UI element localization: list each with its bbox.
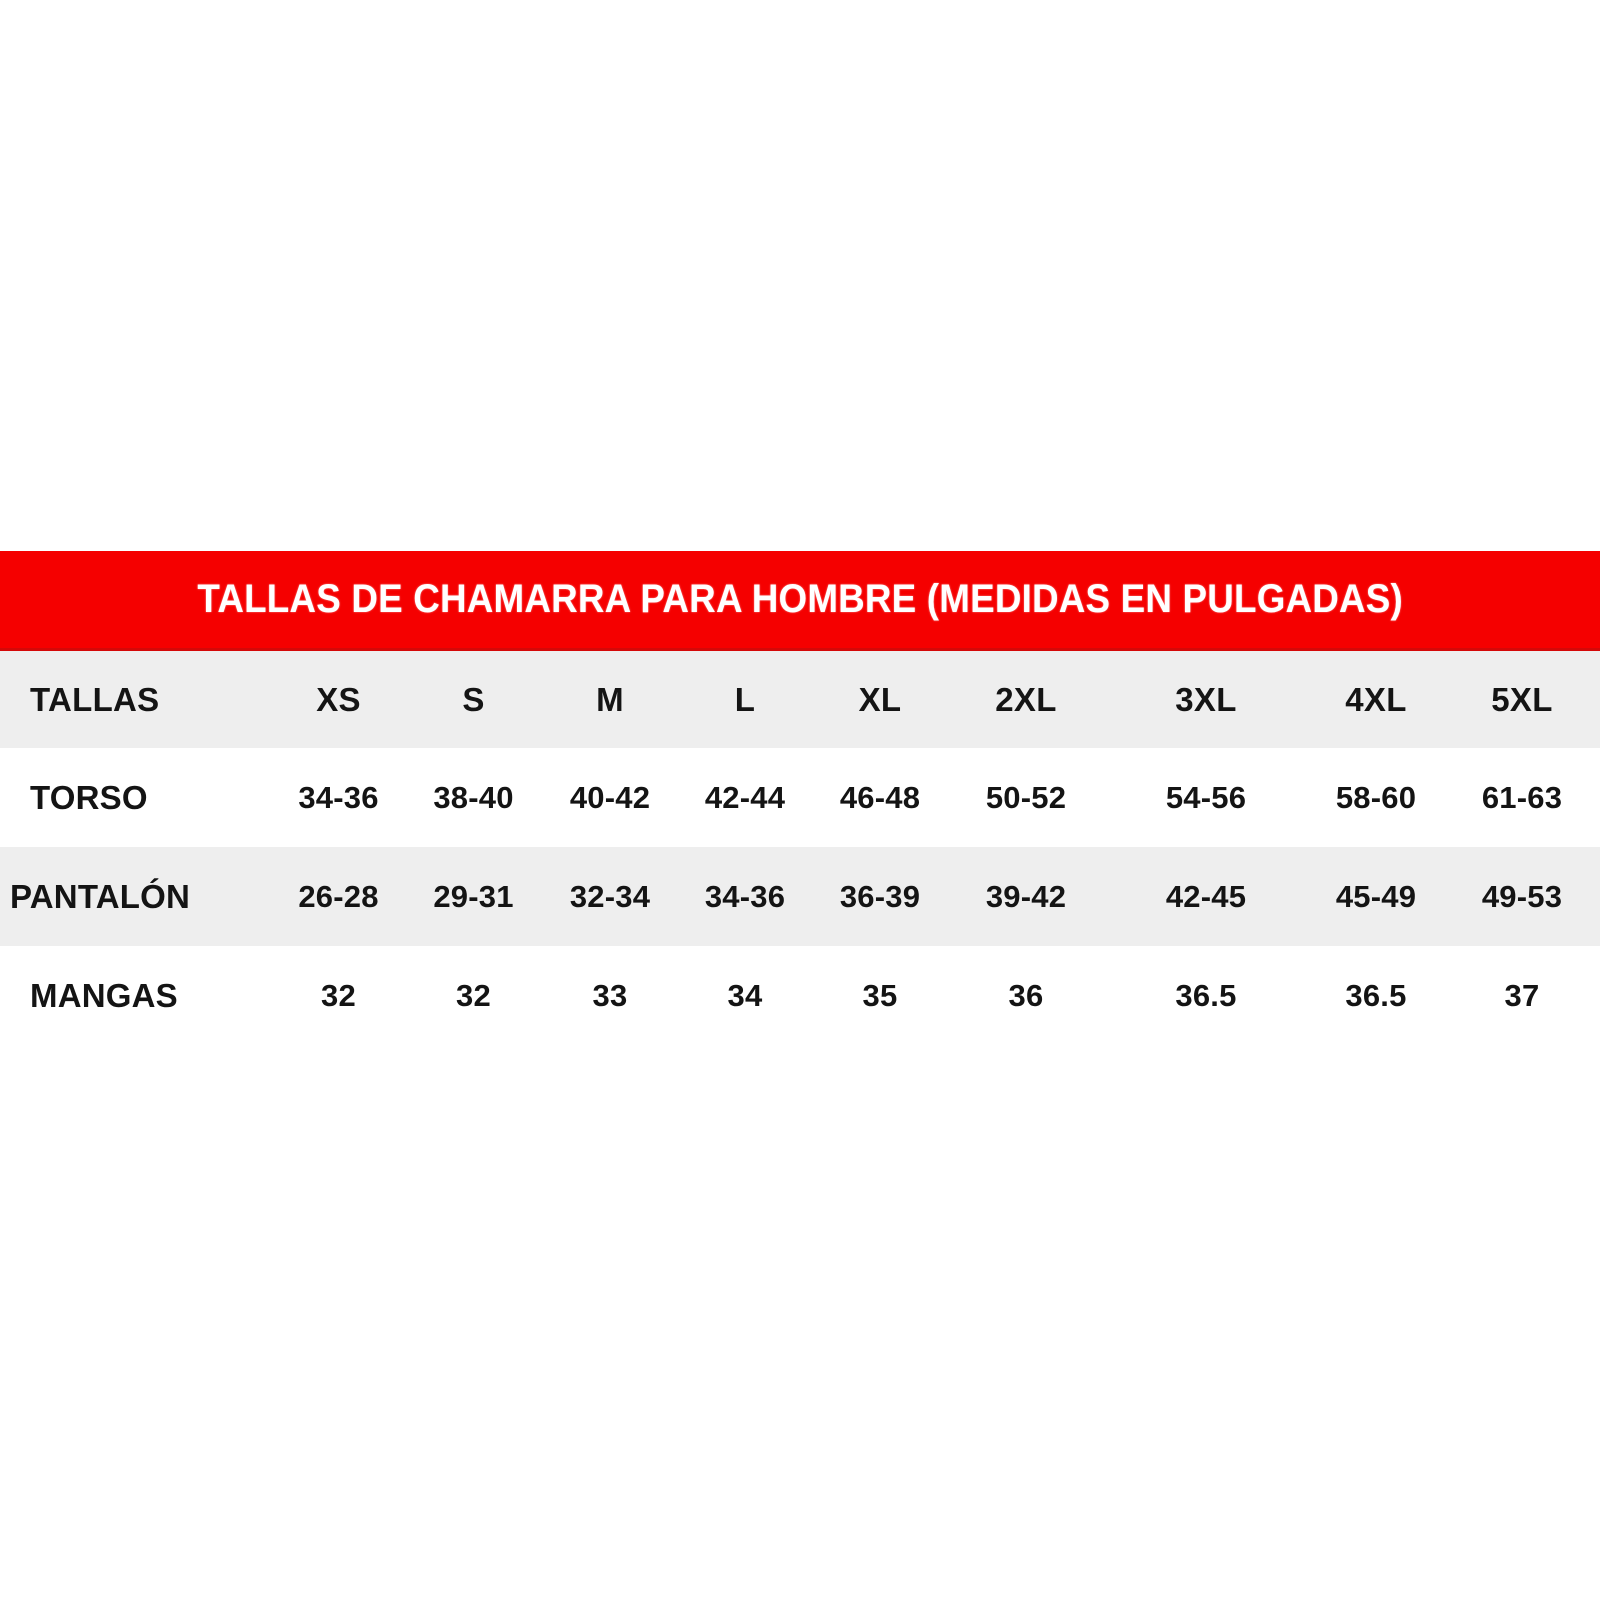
- cell-pantalon-4xl: 45-49: [1335, 878, 1417, 914]
- cell-pantalon-xl: 36-39: [839, 878, 921, 914]
- column-header-s: S: [462, 680, 485, 718]
- column-header-xs: XS: [316, 680, 361, 718]
- cell-torso-m: 40-42: [569, 779, 651, 815]
- cell-mangas-s: 32: [456, 977, 491, 1013]
- table-header-row: TALLAS XS S M L XL 2XL 3XL 4XL 5XL: [0, 651, 1600, 748]
- cell-mangas-l: 34: [727, 977, 763, 1013]
- cell-torso-l: 42-44: [704, 779, 786, 815]
- table-row-mangas: MANGAS 32 32 33 34 35 36 36.5 36.5 37: [0, 946, 1600, 1045]
- cell-pantalon-2xl: 39-42: [985, 878, 1067, 914]
- cell-mangas-3xl: 36.5: [1175, 977, 1237, 1013]
- table-row-pantalon: PANTALÓN 26-28 29-31 32-34 34-36 36-39 3…: [0, 847, 1600, 946]
- row-label-mangas: MANGAS: [30, 976, 178, 1014]
- cell-mangas-5xl: 37: [1504, 977, 1540, 1013]
- cell-mangas-xs: 32: [321, 977, 356, 1013]
- column-header-tallas: TALLAS: [30, 680, 160, 718]
- column-header-l: L: [734, 680, 756, 718]
- row-label-torso: TORSO: [30, 778, 148, 816]
- chart-title-banner: TALLAS DE CHAMARRA PARA HOMBRE (MEDIDAS …: [0, 551, 1600, 651]
- cell-pantalon-l: 34-36: [704, 878, 786, 914]
- column-header-3xl: 3XL: [1175, 680, 1237, 718]
- cell-mangas-4xl: 36.5: [1345, 977, 1407, 1013]
- row-label-pantalon: PANTALÓN: [10, 877, 191, 915]
- cell-pantalon-s: 29-31: [433, 878, 514, 914]
- cell-pantalon-xs: 26-28: [298, 878, 379, 914]
- cell-pantalon-3xl: 42-45: [1165, 878, 1247, 914]
- column-header-5xl: 5XL: [1491, 680, 1553, 718]
- cell-torso-5xl: 61-63: [1481, 779, 1563, 815]
- size-chart-table: TALLAS XS S M L XL 2XL 3XL 4XL 5XL TORSO…: [0, 651, 1600, 1045]
- cell-mangas-m: 33: [592, 977, 628, 1013]
- column-header-4xl: 4XL: [1345, 680, 1407, 718]
- column-header-m: M: [596, 680, 624, 718]
- page-title: TALLAS DE CHAMARRA PARA HOMBRE (MEDIDAS …: [197, 577, 1403, 621]
- cell-torso-xl: 46-48: [839, 779, 921, 815]
- size-chart: TALLAS DE CHAMARRA PARA HOMBRE (MEDIDAS …: [0, 551, 1600, 1045]
- cell-torso-3xl: 54-56: [1165, 779, 1247, 815]
- cell-pantalon-m: 32-34: [569, 878, 651, 914]
- cell-pantalon-5xl: 49-53: [1481, 878, 1563, 914]
- column-header-xl: XL: [858, 680, 902, 718]
- cell-torso-2xl: 50-52: [985, 779, 1067, 815]
- cell-mangas-2xl: 36: [1008, 977, 1044, 1013]
- column-header-2xl: 2XL: [995, 680, 1057, 718]
- cell-torso-xs: 34-36: [298, 779, 379, 815]
- cell-torso-s: 38-40: [433, 779, 514, 815]
- cell-mangas-xl: 35: [862, 977, 898, 1013]
- cell-torso-4xl: 58-60: [1335, 779, 1417, 815]
- table-row-torso: TORSO 34-36 38-40 40-42 42-44 46-48 50-5…: [0, 748, 1600, 847]
